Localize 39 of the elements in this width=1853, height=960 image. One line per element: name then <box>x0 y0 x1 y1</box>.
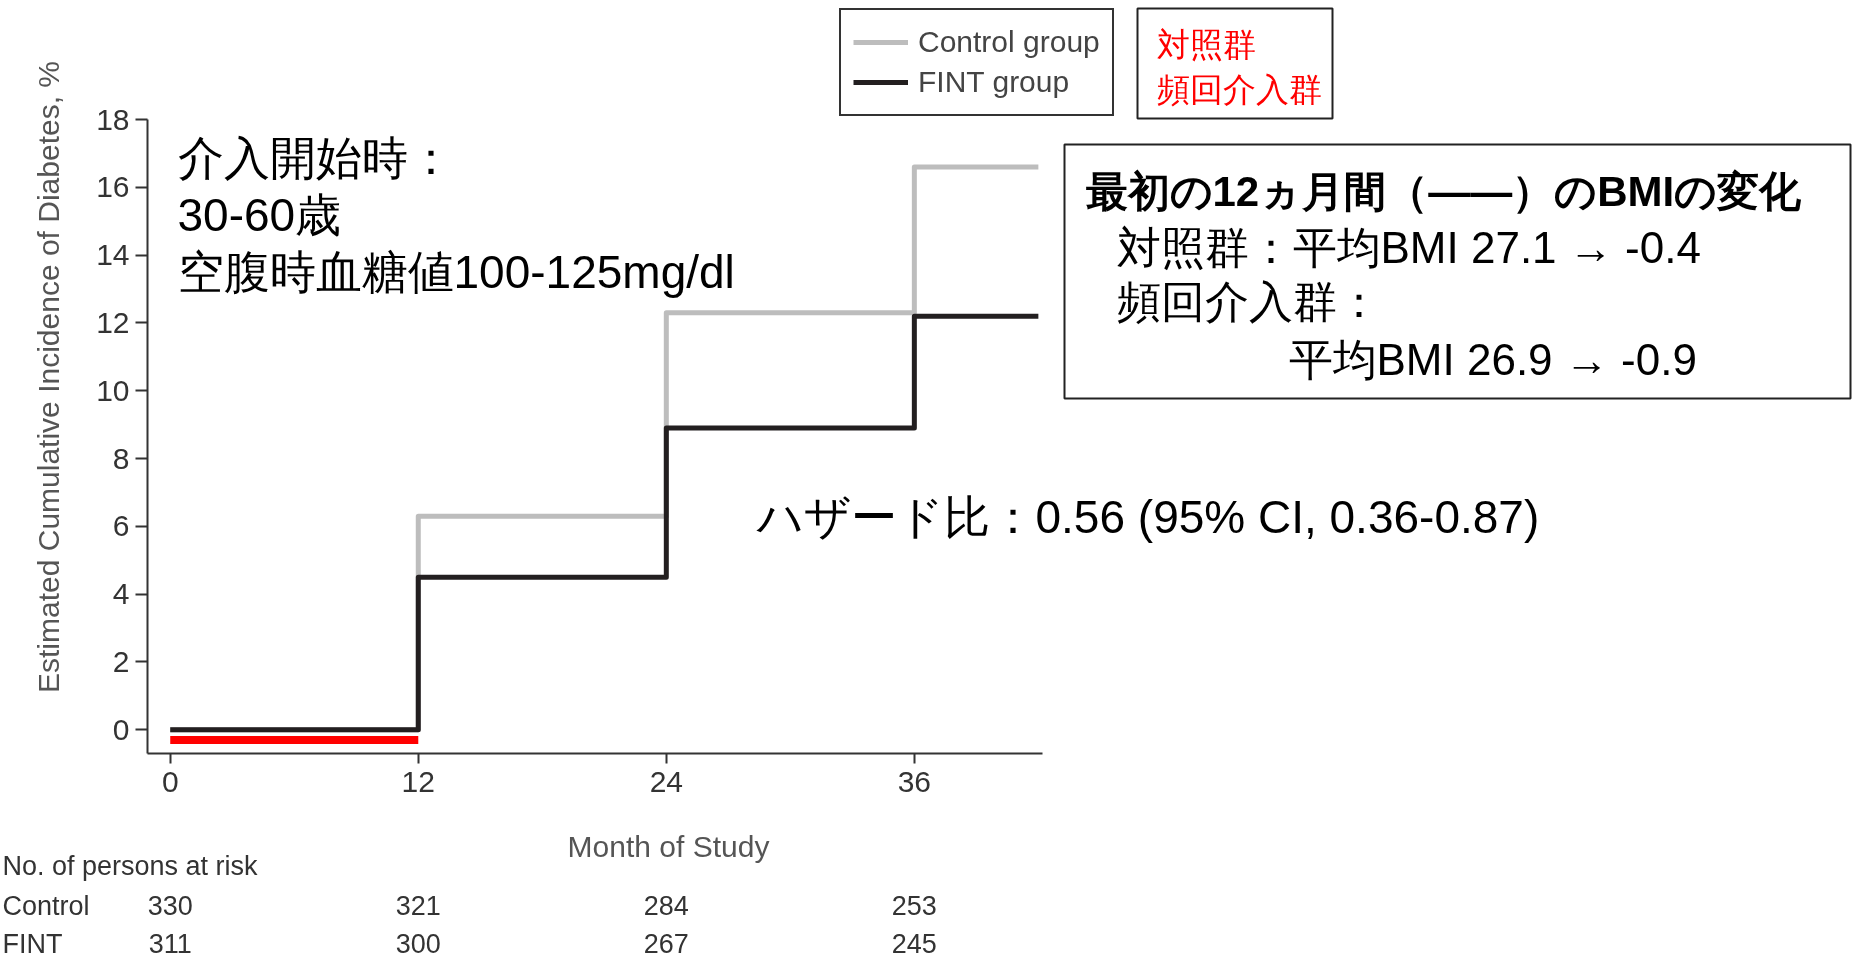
text: 321 <box>395 891 441 921</box>
x-tick-label: 12 <box>401 764 435 798</box>
y-tick-label: 0 <box>112 712 130 746</box>
y-axis-title: Estimated Cumulative Incidence of Diabetes, % <box>32 61 66 693</box>
annotation: 介入開始時： <box>177 131 454 184</box>
y-tick-label: 12 <box>96 305 130 339</box>
text: 311 <box>148 929 192 959</box>
annotation: ハザード比：0.56 (95% CI, 0.36-0.87) <box>755 490 1540 543</box>
annotation: 空腹時血糖値100-125mg/dl <box>177 245 735 298</box>
y-tick-label: 4 <box>112 577 130 611</box>
annotation: 30-60歳 <box>177 188 342 241</box>
x-tick-label: 24 <box>649 764 683 798</box>
text: No. of persons at risk <box>2 850 259 881</box>
y-tick-label: 14 <box>96 238 130 272</box>
text: 対照群：平均BMI 27.1 → -0.4 <box>1116 223 1701 272</box>
text: 最初の12ヵ月間（——）のBMIの変化 <box>1085 168 1803 215</box>
legend-label: Control group <box>918 24 1100 60</box>
text: 頻回介入群： <box>1116 277 1381 326</box>
text: 267 <box>643 929 689 959</box>
x-tick-label: 36 <box>897 764 932 798</box>
text: 245 <box>891 929 937 959</box>
x-axis-title: Month of Study <box>567 830 770 863</box>
text: FINT <box>2 928 63 959</box>
text: 253 <box>891 891 937 921</box>
y-tick-label: 8 <box>112 441 130 475</box>
text: 平均BMI 26.9 → -0.9 <box>1288 335 1697 384</box>
y-tick-label: 6 <box>112 509 130 543</box>
x-tick-label: 0 <box>161 764 179 798</box>
text: 284 <box>643 891 689 921</box>
text: 300 <box>395 929 441 959</box>
text: Control <box>2 890 90 921</box>
legend-label: FINT group <box>918 64 1070 100</box>
y-tick-label: 2 <box>112 644 130 678</box>
text: 対照群 <box>1156 26 1256 63</box>
text: 頻回介入群 <box>1156 71 1322 108</box>
text: 330 <box>147 891 193 921</box>
y-tick-label: 16 <box>96 170 130 204</box>
y-tick-label: 10 <box>96 373 130 407</box>
y-tick-label: 18 <box>96 102 130 136</box>
